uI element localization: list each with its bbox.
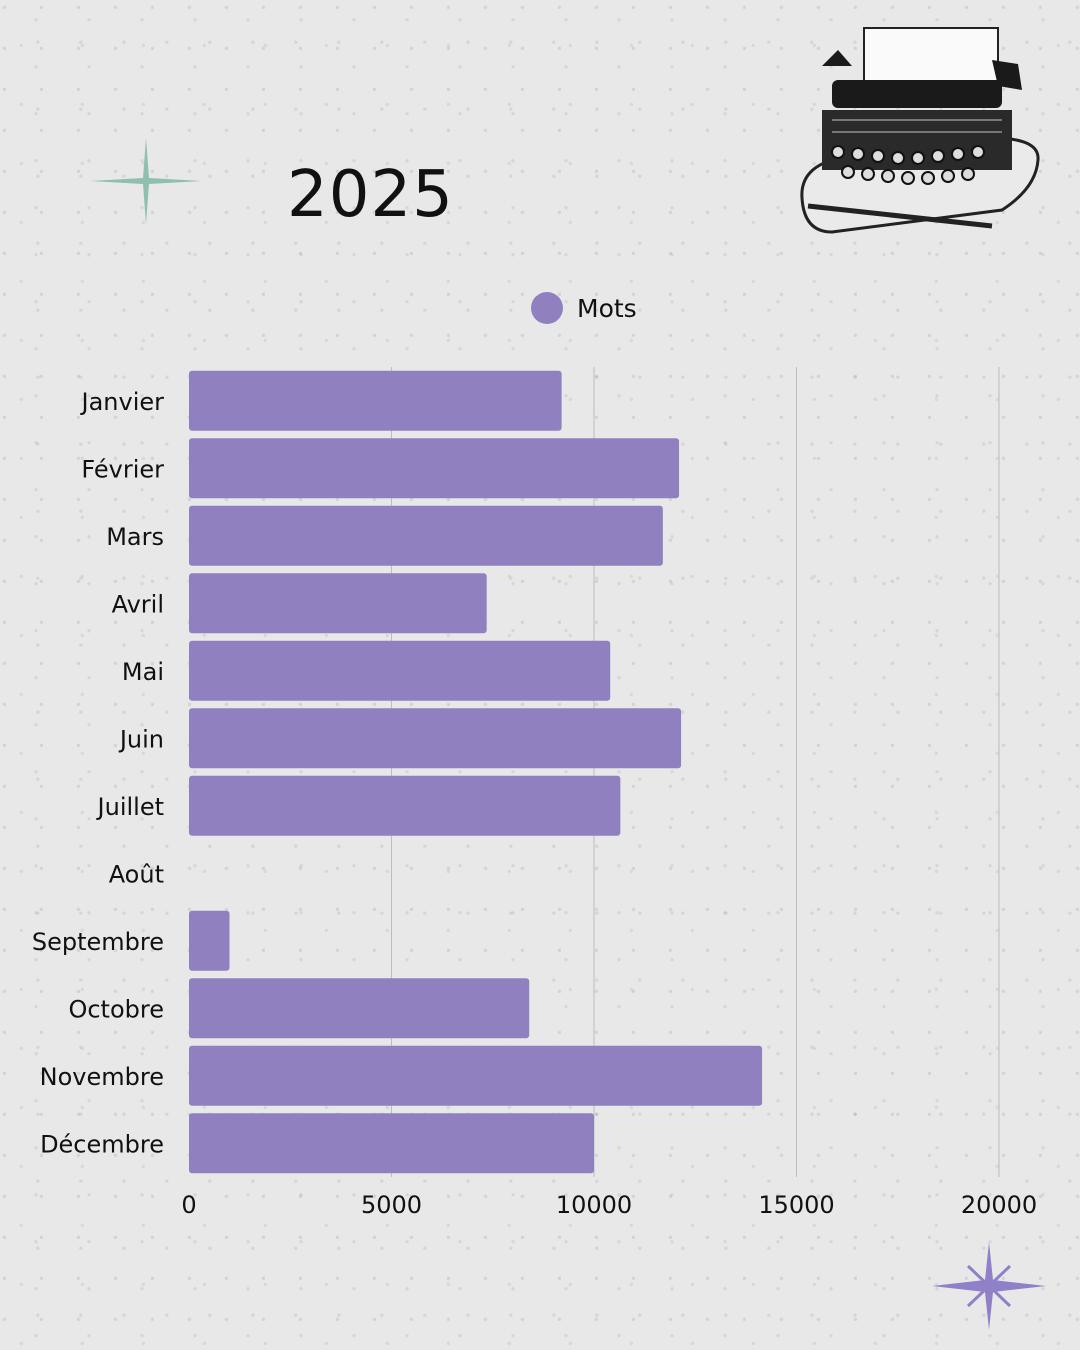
bar-8 [189,910,230,971]
bar-0 [189,370,562,431]
sparkle-icon [932,1242,1046,1330]
y-tick-label: Décembre [40,1130,164,1158]
x-tick-label: 0 [181,1191,196,1219]
x-axis-labels: 0 5000 10000 15000 20000 [181,1191,1037,1219]
bar-11 [189,1113,594,1174]
x-tick-label: 15000 [758,1191,834,1219]
bar-6 [189,775,621,836]
y-tick-label: Juin [118,725,164,753]
y-tick-label: Mars [106,523,164,551]
y-tick-label: Janvier [80,388,165,416]
chart-title: 2025 [287,158,454,232]
bar-5 [189,708,682,769]
bars [189,370,763,1174]
typewriter-icon [800,27,1040,234]
y-tick-label: Février [81,455,164,483]
legend-label: Mots [577,293,637,323]
y-tick-label: Novembre [40,1063,164,1091]
bar-10 [189,1045,763,1106]
sparkle-icon [90,138,202,224]
y-tick-label: Mai [122,658,164,686]
bar-1 [189,438,680,499]
bar-3 [189,573,487,634]
y-tick-label: Avril [112,590,164,618]
bar-4 [189,640,611,701]
x-tick-label: 5000 [361,1191,422,1219]
y-tick-label: Juillet [96,793,164,821]
y-tick-label: Octobre [68,995,164,1023]
y-axis-labels: Janvier Février Mars Avril Mai Juin Juillet Aoû… [32,388,164,1159]
bar-2 [189,505,663,566]
y-tick-label: Septembre [32,928,164,956]
y-tick-label: Août [109,860,164,888]
legend: Mots [531,292,637,324]
gridlines [391,367,1000,1177]
x-tick-label: 10000 [556,1191,632,1219]
bar-9 [189,978,530,1039]
legend-swatch [531,292,563,324]
x-tick-label: 20000 [961,1191,1037,1219]
